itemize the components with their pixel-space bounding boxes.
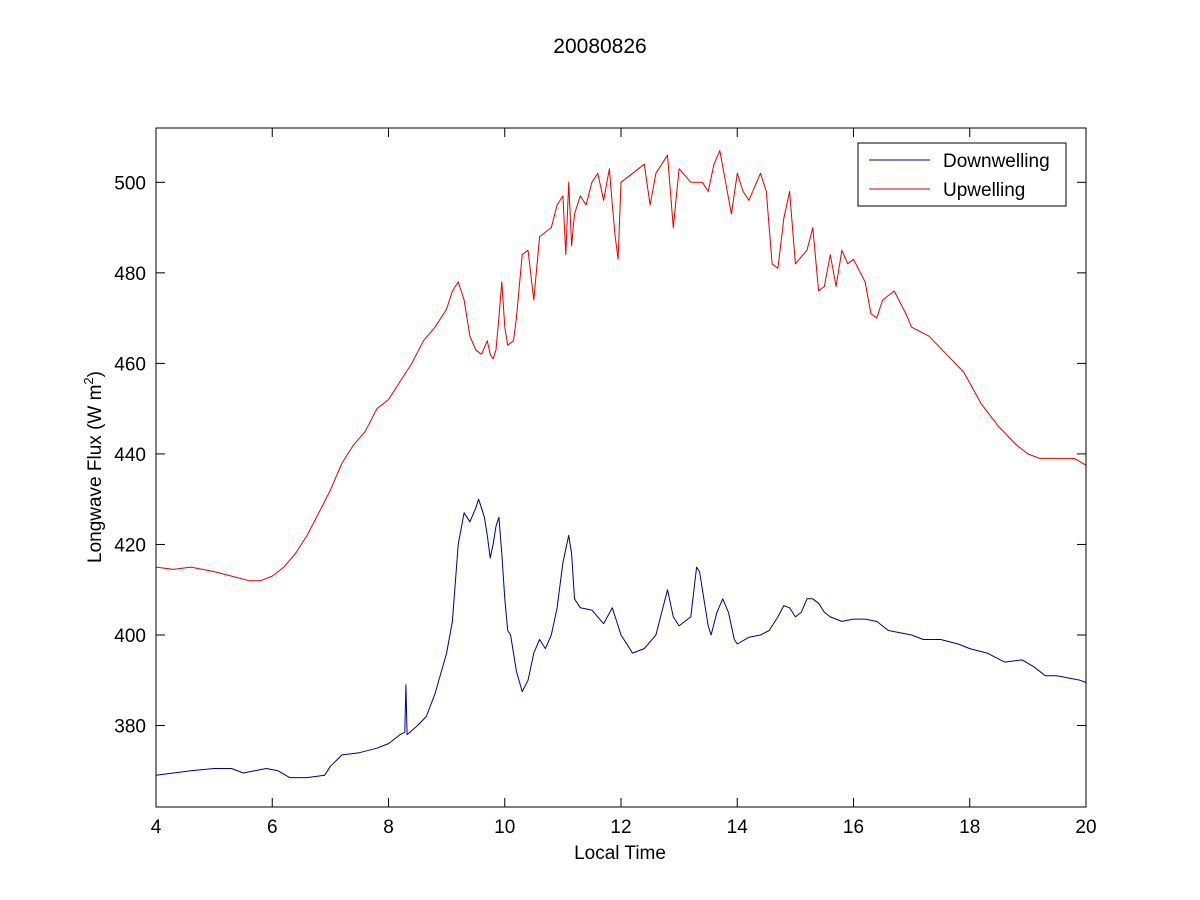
- x-tick-label: 18: [959, 817, 980, 838]
- axes-layer: 4 6 8 10 12 14 16 18 20 380 400 420 440 460 480 500: [114, 128, 1097, 838]
- x-tick-label: 20: [1075, 817, 1096, 838]
- legend-box: [857, 142, 1067, 207]
- y-tick-label: 420: [114, 535, 146, 556]
- y-tick-label: 460: [114, 354, 146, 375]
- x-tick-label: 14: [727, 817, 749, 838]
- x-tick-label: 10: [494, 817, 515, 838]
- series-line-upwelling: [155, 150, 1087, 582]
- chart-title: 20080826: [553, 35, 646, 58]
- legend-label-downwelling: Downwelling: [943, 151, 1050, 172]
- x-tick-label: 12: [610, 817, 631, 838]
- y-tick-label: 480: [114, 264, 146, 285]
- x-tick-label: 6: [267, 817, 278, 838]
- y-tick-label: 440: [114, 445, 146, 466]
- x-tick-label: 16: [843, 817, 864, 838]
- series-layer: [155, 150, 1087, 779]
- legend-label-upwelling: Upwelling: [943, 180, 1025, 201]
- y-tick-label: 380: [114, 717, 146, 738]
- x-axis-label: Local Time: [574, 843, 666, 864]
- y-tick-label: 500: [114, 173, 146, 194]
- y-tick-label: 400: [114, 626, 146, 647]
- plot-area: [156, 128, 1086, 807]
- series-line-downwelling: [155, 498, 1087, 779]
- x-tick-label: 8: [383, 817, 394, 838]
- y-axis-label-superscript: 2: [81, 377, 96, 384]
- legend: Downwelling Upwelling: [857, 142, 1067, 207]
- y-axis-label: Longwave Flux (W m2): [81, 371, 106, 563]
- x-tick-label: 4: [151, 817, 162, 838]
- plot-frame: [155, 127, 1087, 808]
